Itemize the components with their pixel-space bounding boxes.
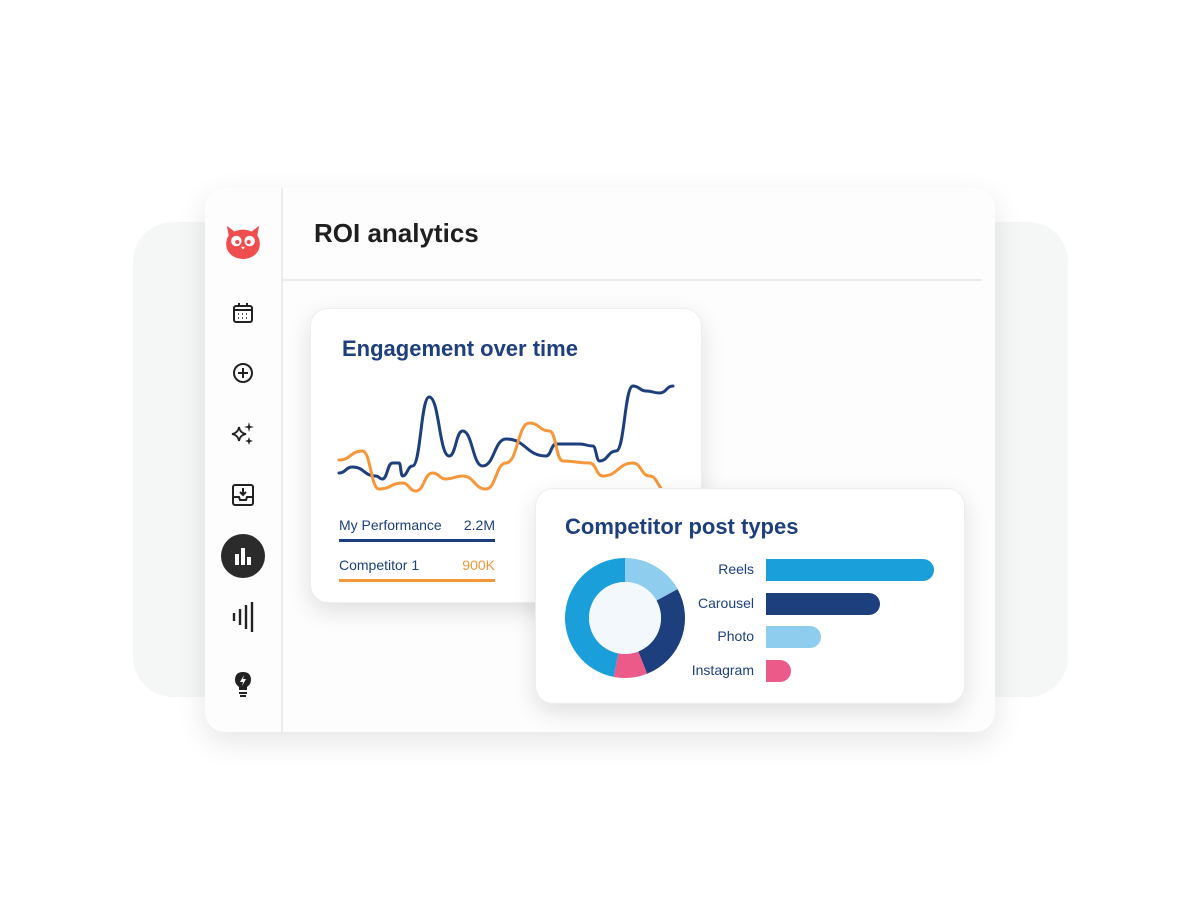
audio-bars-icon[interactable] (223, 597, 263, 637)
sparkles-icon[interactable] (223, 414, 263, 454)
bar-reels (766, 559, 934, 581)
owl-logo-icon[interactable] (223, 222, 263, 262)
lightbulb-icon[interactable] (223, 664, 263, 704)
legend-value: 900K (462, 557, 495, 573)
series-line-competitor-1 (337, 421, 668, 493)
bar-label: Photo (717, 628, 754, 644)
competitor-card: Competitor post types Reels Carousel Photo… (535, 488, 965, 704)
bar-label: Instagram (691, 661, 754, 678)
legend-my-performance[interactable]: My Performance 2.2M (339, 517, 495, 542)
plus-circle-icon[interactable] (223, 353, 263, 393)
legend-value: 2.2M (463, 517, 495, 533)
legend-competitor-1[interactable]: Competitor 1 900K (339, 557, 495, 582)
engagement-title: Engagement over time (342, 336, 578, 361)
header: ROI analytics (283, 188, 982, 281)
donut-slice (613, 651, 648, 678)
bar-label: Reels (718, 561, 754, 577)
bar-carousel (766, 592, 881, 615)
calendar-icon[interactable] (223, 293, 263, 333)
sidebar (205, 188, 283, 732)
donut-slice (565, 558, 625, 677)
bar-instagram (766, 659, 792, 682)
legend-label: Competitor 1 (339, 557, 420, 573)
bar-label: Carousel (697, 594, 754, 611)
post-types-donut-chart (565, 558, 685, 678)
engagement-line-chart (337, 384, 675, 493)
legend-label: My Performance (339, 517, 442, 533)
series-line-my-performance (337, 384, 675, 481)
inbox-download-icon[interactable] (223, 475, 263, 515)
donut-slice (638, 589, 685, 674)
competitor-title: Competitor post types (565, 514, 799, 539)
donut-hole (589, 582, 661, 654)
bar-photo (766, 626, 822, 648)
page-title: ROI analytics (314, 218, 479, 248)
bar-chart-icon[interactable] (221, 534, 265, 578)
donut-slice (625, 558, 678, 601)
